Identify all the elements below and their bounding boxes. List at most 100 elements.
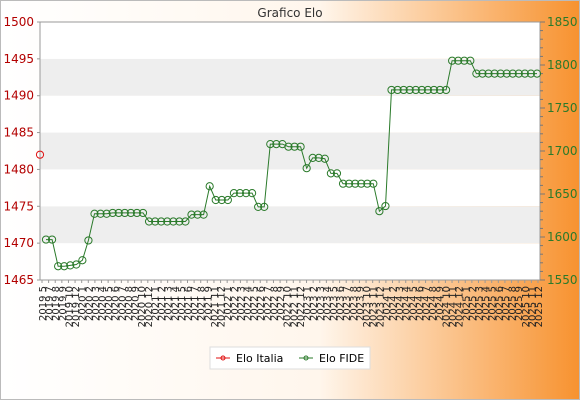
data-point-elo-fide xyxy=(387,85,396,95)
x-tick-label: 2020 12 xyxy=(144,286,155,327)
x-tick-label: 2024 3 xyxy=(395,286,406,321)
data-point-elo-fide xyxy=(78,256,87,265)
x-tick-label: 2022 8 xyxy=(269,286,280,321)
x-tick-label: 2022 5 xyxy=(250,286,261,321)
x-tick-label: 2024 8 xyxy=(428,286,439,321)
x-tick-label: 2022 12 xyxy=(296,286,307,327)
left-tick-label: 1485 xyxy=(3,126,34,140)
right-tick-label: 1850 xyxy=(547,15,578,29)
x-tick-label: 2022 7 xyxy=(263,286,274,321)
data-point-elo-fide xyxy=(351,179,360,188)
x-tick-label: 2023 6 xyxy=(336,286,347,321)
data-point-elo-fide xyxy=(260,202,269,211)
data-point-elo-fide xyxy=(326,169,336,178)
x-tick-label: 2025 4 xyxy=(481,286,492,321)
left-tick-label: 1475 xyxy=(3,199,34,213)
left-tick-label: 1500 xyxy=(3,15,34,29)
data-point-elo-fide xyxy=(108,208,117,218)
x-tick-label: 2023 1 xyxy=(303,286,314,321)
x-tick-label: 2023 11 xyxy=(369,286,380,327)
plot-band xyxy=(40,132,540,170)
x-tick-label: 2024 10 xyxy=(441,286,452,327)
data-point-elo-fide xyxy=(235,189,245,198)
data-point-elo-fide xyxy=(296,142,305,151)
x-tick-label: 2020 7 xyxy=(117,286,128,321)
plot-bands xyxy=(40,22,540,280)
data-point-elo-fide xyxy=(369,179,378,188)
legend-box xyxy=(209,346,371,370)
data-point-elo-fide xyxy=(247,189,257,198)
x-tick-label: 2023 2 xyxy=(309,286,320,321)
x-tick-label: 2021 8 xyxy=(197,286,208,321)
right-tick-label: 1750 xyxy=(547,101,578,115)
data-point-elo-italia xyxy=(35,150,45,159)
data-point-elo-fide xyxy=(254,202,263,211)
data-point-elo-fide xyxy=(308,153,317,162)
data-point-elo-fide xyxy=(126,208,135,218)
data-point-elo-fide xyxy=(66,261,75,270)
plot-band xyxy=(40,169,540,207)
plot-band xyxy=(40,243,540,280)
x-tick-label: 2020 9 xyxy=(131,286,142,321)
data-point-elo-fide xyxy=(357,179,366,188)
legend-marker-elo-italia xyxy=(220,355,226,361)
right-axis: 1550 1600 1650 1700 1750 1800 1850 xyxy=(540,15,578,287)
data-point-elo-fide xyxy=(96,209,105,218)
data-point-elo-fide xyxy=(90,209,99,218)
data-point-elo-fide xyxy=(502,69,511,78)
legend-label-elo-italia: Elo Italia xyxy=(236,352,283,365)
x-tick-label: 2020 2 xyxy=(84,286,95,321)
data-point-elo-fide xyxy=(338,179,348,188)
plot-band xyxy=(40,22,540,59)
data-point-elo-fide xyxy=(314,153,323,162)
data-point-elo-fide xyxy=(302,164,311,173)
x-tick-label: 2024 9 xyxy=(435,286,446,321)
x-tick-label: 2022 6 xyxy=(256,286,267,321)
x-tick-label: 2021 9 xyxy=(203,286,214,321)
data-point-elo-fide xyxy=(84,236,93,245)
left-tick-label: 1470 xyxy=(3,236,34,250)
x-tick-label: 2021 1 xyxy=(150,286,161,321)
data-point-elo-fide xyxy=(399,85,408,95)
data-point-elo-fide xyxy=(132,208,142,218)
x-tick-label: 2019 8 xyxy=(51,286,62,321)
right-tick-label: 1700 xyxy=(547,144,578,158)
data-point-elo-fide xyxy=(72,260,81,269)
right-tick-label: 1650 xyxy=(547,187,578,201)
data-point-elo-fide xyxy=(454,56,463,65)
x-tick-label: 2019 12 xyxy=(71,286,82,327)
x-tick-label: 2025 10 xyxy=(521,286,532,327)
x-tick-label: 2025 5 xyxy=(488,286,499,321)
left-tick-label: 1465 xyxy=(3,273,34,287)
x-tick-label: 2020 4 xyxy=(98,286,109,321)
data-point-elo-fide xyxy=(411,85,420,95)
x-tick-label: 2024 11 xyxy=(448,286,459,327)
x-tick-label: 2022 1 xyxy=(223,286,234,321)
x-tick-label: 2021 2 xyxy=(157,286,168,321)
data-point-elo-fide xyxy=(199,210,208,219)
x-tick-label: 2021 11 xyxy=(210,286,221,327)
data-point-elo-fide xyxy=(514,69,523,78)
x-tick-label: 2024 7 xyxy=(422,286,433,321)
x-tick-label: 2019 5 xyxy=(38,286,49,321)
x-tick-label: 2020 5 xyxy=(104,286,115,321)
x-tick-label: 2023 7 xyxy=(342,286,353,321)
x-tick-label: 2020 3 xyxy=(91,286,102,321)
x-tick-label: 2023 10 xyxy=(362,286,373,327)
right-tick-label: 1550 xyxy=(547,273,578,287)
data-point-elo-fide xyxy=(508,69,517,78)
x-tick-label: 2021 12 xyxy=(217,286,228,327)
data-point-elo-fide xyxy=(393,85,402,95)
data-point-elo-fide xyxy=(484,69,493,78)
data-point-elo-fide xyxy=(344,179,354,188)
data-point-elo-fide xyxy=(223,195,232,205)
data-point-elo-fide xyxy=(157,217,166,226)
data-point-elo-fide xyxy=(448,56,457,65)
data-point-elo-fide xyxy=(435,85,445,95)
left-tick-label: 1480 xyxy=(3,162,34,176)
data-point-elo-fide xyxy=(405,85,414,95)
data-point-elo-fide xyxy=(211,195,220,205)
x-tick-label: 2025 9 xyxy=(514,286,525,321)
x-tick-label: 2024 5 xyxy=(408,286,419,321)
